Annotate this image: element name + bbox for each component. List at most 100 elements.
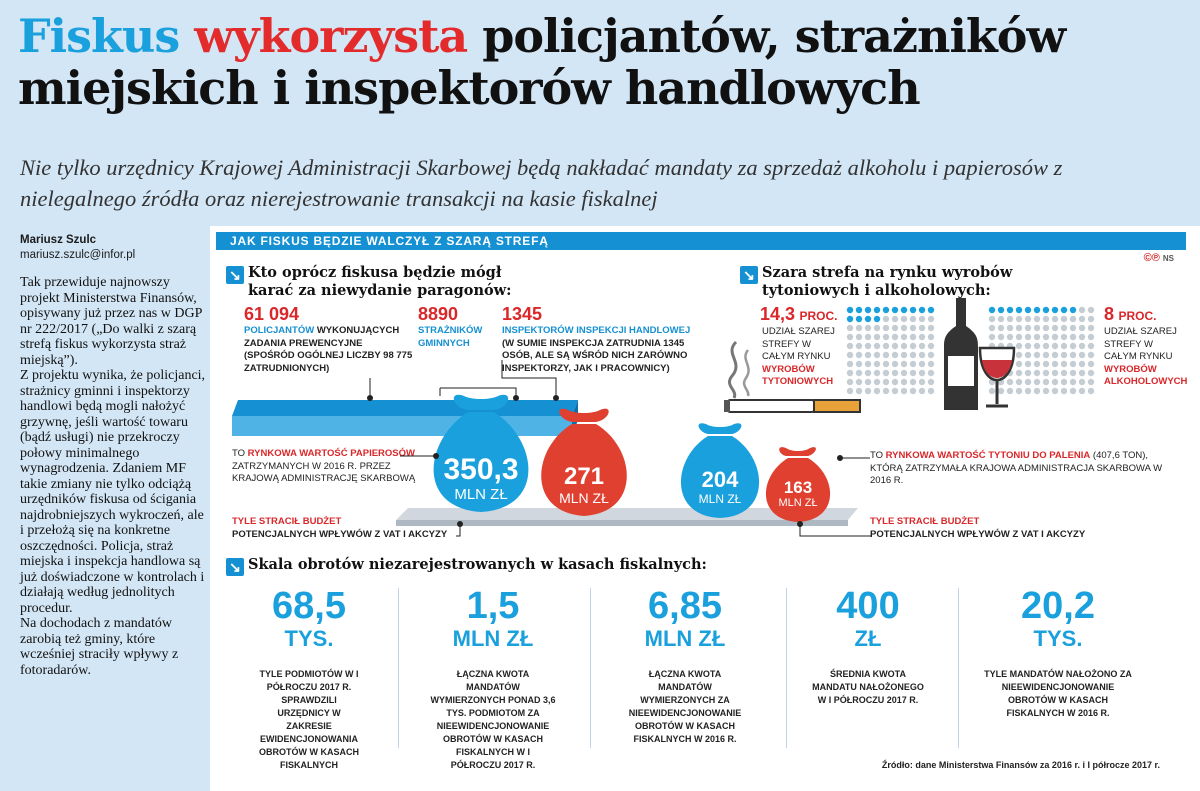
dot — [873, 342, 881, 350]
dot — [1060, 342, 1068, 350]
dot — [873, 360, 881, 368]
dot — [1015, 369, 1023, 377]
dot — [1087, 315, 1095, 323]
dot — [918, 306, 926, 314]
note-highlight: rynkowa wartość tytoniu do palenia — [885, 450, 1091, 461]
dot — [997, 315, 1005, 323]
dot — [855, 360, 863, 368]
dot — [1006, 378, 1014, 386]
dot — [997, 324, 1005, 332]
dot — [1051, 324, 1059, 332]
dot — [891, 369, 899, 377]
dot — [1087, 360, 1095, 368]
dot — [927, 333, 935, 341]
dot — [1087, 306, 1095, 314]
dot — [1015, 387, 1023, 395]
dot — [1051, 360, 1059, 368]
note-prefix: To — [232, 448, 246, 459]
dot — [1078, 315, 1086, 323]
dot — [864, 360, 872, 368]
alcohol-desc: udział szarej strefy w całym rynku wyrob… — [1104, 326, 1187, 389]
dot — [891, 351, 899, 359]
dot — [1042, 369, 1050, 377]
dot — [864, 306, 872, 314]
dot — [1078, 351, 1086, 359]
dot — [882, 369, 890, 377]
dot — [909, 387, 917, 395]
dot — [918, 342, 926, 350]
stat-unit: tys. — [284, 626, 334, 651]
dot — [882, 324, 890, 332]
headline: Fiskus wykorzysta policjantów, strażnikó… — [18, 10, 1178, 114]
dot — [1087, 369, 1095, 377]
dot — [1051, 387, 1059, 395]
dot — [900, 351, 908, 359]
dot — [1069, 324, 1077, 332]
dot — [1078, 306, 1086, 314]
dot — [873, 351, 881, 359]
bottle-and-glass-icon — [944, 298, 1016, 410]
author-email: mariusz.szulc@infor.pl — [20, 249, 136, 261]
stat-unit: mln zł — [452, 626, 534, 651]
infographic-title: Jak fiskus będzie walczył z szarą strefą — [230, 234, 549, 248]
dot — [891, 306, 899, 314]
note-loss-tyton: Tyle stracił budżet potencjalnych wpływó… — [870, 516, 1110, 541]
money-bag-red-icon — [541, 408, 627, 516]
stat-number: 20,2 — [1021, 585, 1095, 627]
bag-number: 204 — [701, 467, 739, 492]
infographic-title-bar: Jak fiskus będzie walczył z szarą strefą — [216, 232, 1186, 250]
dot — [846, 360, 854, 368]
dot — [846, 351, 854, 359]
dot — [918, 333, 926, 341]
dot — [1069, 315, 1077, 323]
article-sidebar — [0, 226, 210, 791]
dot — [909, 342, 917, 350]
stat-desc: tyle mandatów nałożono za nieewidencjono… — [984, 669, 1132, 718]
dot — [1024, 306, 1032, 314]
dot — [864, 315, 872, 323]
dot — [891, 387, 899, 395]
dot — [927, 369, 935, 377]
dot — [918, 351, 926, 359]
dot — [882, 378, 890, 386]
dot — [927, 306, 935, 314]
dot — [918, 360, 926, 368]
dot — [1006, 333, 1014, 341]
stat-desc: tyle podmiotów w I półroczu 2017 r. spra… — [259, 669, 359, 770]
dot — [882, 333, 890, 341]
inspectors-label: inspektorów inspekcji handlowej — [502, 325, 691, 336]
dot — [1015, 342, 1023, 350]
dot — [1006, 315, 1014, 323]
dot — [846, 306, 854, 314]
dot — [1033, 351, 1041, 359]
dot — [891, 324, 899, 332]
dot — [988, 324, 996, 332]
guards-desc: strażników gminnych — [418, 325, 488, 350]
dot — [988, 387, 996, 395]
dot — [927, 387, 935, 395]
dot — [1024, 378, 1032, 386]
dot — [846, 369, 854, 377]
bag-value-papierosy: 350,3 mln zł — [418, 454, 544, 504]
stat-number: 6,85 — [648, 585, 722, 627]
copyright-symbols: ©℗ — [1143, 252, 1160, 264]
dot — [927, 351, 935, 359]
stat-desc: średnia kwota mandatu nałożonego w I pół… — [812, 669, 924, 705]
dot — [1006, 387, 1014, 395]
dot — [864, 333, 872, 341]
dot — [1033, 324, 1041, 332]
dot — [891, 360, 899, 368]
guards-count: 8890 — [418, 304, 459, 324]
divider — [786, 588, 787, 748]
dot — [1033, 387, 1041, 395]
dot — [855, 324, 863, 332]
dot — [1060, 369, 1068, 377]
alcohol-share: 8 proc. — [1104, 304, 1156, 325]
dot — [1033, 360, 1041, 368]
dot — [997, 387, 1005, 395]
note-loss-papierosy: Tyle stracił budżet potencjalnych wpływó… — [232, 516, 452, 541]
dot — [864, 351, 872, 359]
stat-number: 68,5 — [272, 585, 346, 627]
dot — [927, 342, 935, 350]
dot — [1024, 387, 1032, 395]
